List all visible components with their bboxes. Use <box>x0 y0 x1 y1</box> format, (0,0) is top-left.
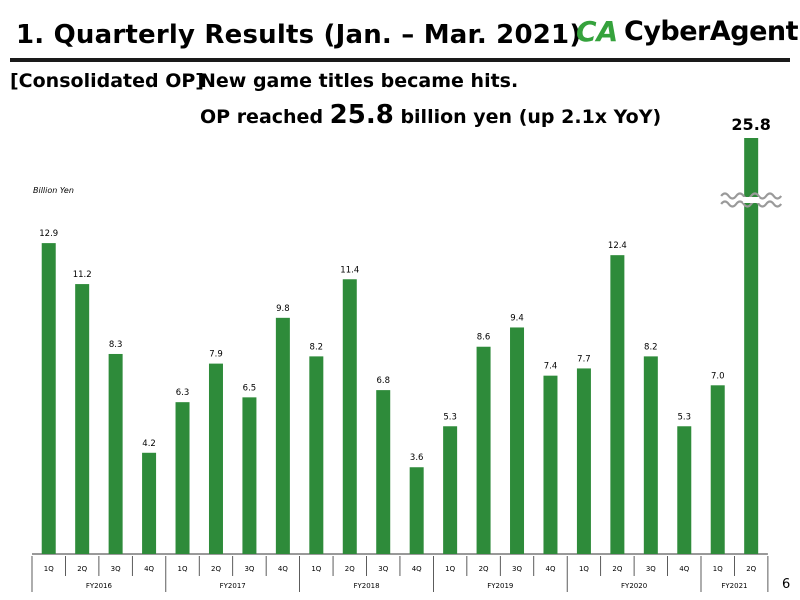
fiscal-year-label-1: FY2016 <box>86 582 113 590</box>
fiscal-year-label-5: FY2020 <box>621 582 647 590</box>
quarter-tick-label-9: 1Q <box>311 565 321 573</box>
title-rule <box>10 58 790 62</box>
axis-break-wave-2 <box>720 200 783 208</box>
bar-5 <box>175 402 190 554</box>
page-title: 1. Quarterly Results (Jan. – Mar. 2021) <box>16 20 582 50</box>
bar-value-label-12: 3.6 <box>410 453 424 463</box>
bar-4 <box>142 452 157 554</box>
bar-value-label-22: 25.8 <box>731 115 770 134</box>
bar-value-label-14: 8.6 <box>477 333 491 343</box>
headline-line-1: New game titles became hits. <box>200 70 519 92</box>
quarter-tick-label-15: 3Q <box>512 565 522 573</box>
quarter-tick-label-12: 4Q <box>412 565 422 573</box>
bar-12 <box>409 467 424 554</box>
quarter-tick-label-19: 3Q <box>646 565 656 573</box>
bar-7 <box>242 397 257 554</box>
bar-value-label-19: 8.2 <box>644 342 658 352</box>
bar-value-label-2: 11.2 <box>73 270 92 280</box>
bar-value-label-4: 4.2 <box>142 439 156 449</box>
cyberagent-logo: CA CyberAgent. <box>576 14 800 50</box>
headline-line-2: OP reached 25.8 billion yen (up 2.1x YoY… <box>200 100 661 130</box>
quarter-tick-label-13: 1Q <box>445 565 455 573</box>
headline-suffix: billion yen (up 2.1x YoY) <box>393 106 662 128</box>
logo-text: CyberAgent. <box>624 16 800 47</box>
quarter-tick-label-4: 4Q <box>144 565 154 573</box>
quarter-tick-label-1: 1Q <box>44 565 54 573</box>
bar-value-label-13: 5.3 <box>443 412 457 422</box>
bar-value-label-15: 9.4 <box>510 313 524 323</box>
bar-2 <box>75 284 90 554</box>
segment-label: [Consolidated OP] <box>10 70 204 92</box>
axis-break-gap <box>743 197 760 203</box>
fiscal-year-label-3: FY2018 <box>353 582 379 590</box>
bar-13 <box>443 426 458 554</box>
bar-21 <box>710 385 725 554</box>
bar-3 <box>108 353 123 554</box>
fiscal-year-label-2: FY2017 <box>220 582 246 590</box>
bar-value-label-21: 7.0 <box>711 371 725 381</box>
bar-17 <box>576 368 591 554</box>
bar-value-label-3: 8.3 <box>109 340 123 350</box>
ca-logo-mark: CA <box>576 16 620 48</box>
bar-22 <box>744 138 759 554</box>
quarter-tick-label-8: 4Q <box>278 565 288 573</box>
bar-11 <box>376 390 391 554</box>
bar-value-label-5: 6.3 <box>176 388 190 398</box>
fiscal-year-label-6: FY2021 <box>721 582 747 590</box>
bar-18 <box>610 255 625 554</box>
bar-10 <box>342 279 357 554</box>
page-number: 6 <box>782 577 791 592</box>
bar-value-label-9: 8.2 <box>310 342 324 352</box>
bar-value-label-16: 7.4 <box>544 362 558 372</box>
bar-9 <box>309 356 324 554</box>
bar-6 <box>208 363 223 554</box>
bar-value-label-18: 12.4 <box>608 241 627 251</box>
quarter-tick-label-22: 2Q <box>746 565 756 573</box>
quarter-tick-label-18: 2Q <box>612 565 622 573</box>
fiscal-year-label-4: FY2019 <box>487 582 513 590</box>
quarter-tick-label-16: 4Q <box>545 565 555 573</box>
bar-value-label-7: 6.5 <box>243 383 257 393</box>
bar-19 <box>643 356 658 554</box>
bar-value-label-17: 7.7 <box>577 354 591 364</box>
quarter-tick-label-11: 3Q <box>378 565 388 573</box>
bar-value-label-8: 9.8 <box>276 304 290 314</box>
bar-15 <box>510 327 525 554</box>
bar-value-label-10: 11.4 <box>340 265 359 275</box>
quarter-tick-label-6: 2Q <box>211 565 221 573</box>
unit-label: Billion Yen <box>33 186 74 195</box>
bar-8 <box>275 317 290 554</box>
bar-value-label-1: 12.9 <box>39 229 58 239</box>
axis-break-wave-1 <box>720 192 783 200</box>
ca-logo-mark-text: CA <box>576 15 619 48</box>
quarter-tick-label-14: 2Q <box>479 565 489 573</box>
bar-20 <box>677 426 692 554</box>
bar-value-label-6: 7.9 <box>209 350 223 360</box>
bar-14 <box>476 346 491 554</box>
bar-value-label-11: 6.8 <box>376 376 390 386</box>
bar-16 <box>543 375 558 554</box>
quarter-tick-label-7: 3Q <box>244 565 254 573</box>
quarter-tick-label-10: 2Q <box>345 565 355 573</box>
quarter-tick-label-5: 1Q <box>178 565 188 573</box>
quarter-tick-label-20: 4Q <box>679 565 689 573</box>
bar-1 <box>41 243 56 555</box>
quarter-tick-label-17: 1Q <box>579 565 589 573</box>
quarter-tick-label-3: 3Q <box>111 565 121 573</box>
headline-prefix: OP reached <box>200 106 330 128</box>
quarter-tick-label-2: 2Q <box>77 565 87 573</box>
quarter-tick-label-21: 1Q <box>713 565 723 573</box>
bar-value-label-20: 5.3 <box>678 412 692 422</box>
headline-value: 25.8 <box>329 100 394 130</box>
